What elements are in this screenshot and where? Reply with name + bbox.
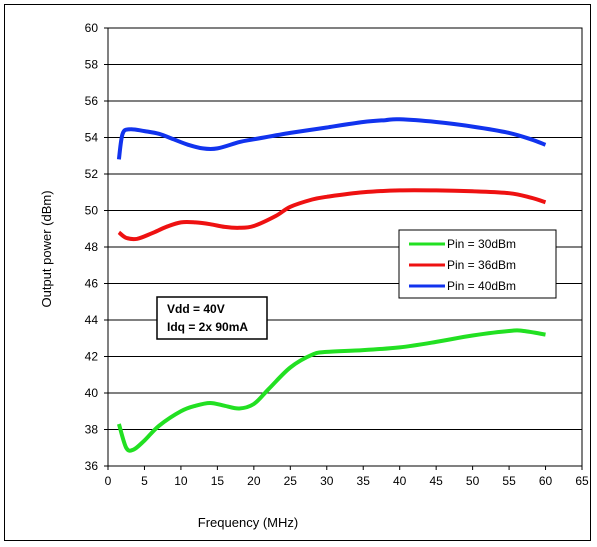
chart-frame: 36 38 40 42 44 46 48 50 52 54 56 58 60 0 5 10 15 20 25 30 35…	[4, 4, 591, 541]
output-power-chart: 36 38 40 42 44 46 48 50 52 54 56 58 60 0 5 10 15 20 25 30 35…	[39, 21, 589, 530]
x-tick-label: 15	[211, 474, 225, 488]
x-tick-label: 0	[105, 474, 112, 488]
y-tick-label: 40	[85, 386, 99, 400]
series-line-pin-30dbm	[116, 328, 546, 453]
y-tick-label: 38	[85, 423, 99, 437]
y-tick-label: 36	[85, 459, 99, 473]
y-tick-label: 46	[85, 277, 99, 291]
y-tick-label: 44	[85, 313, 99, 327]
x-tick-label: 55	[502, 474, 516, 488]
x-tick-label: 40	[393, 474, 407, 488]
y-tick-label: 54	[85, 131, 99, 145]
y-tick-label: 48	[85, 240, 99, 254]
y-tick-label: 52	[85, 167, 99, 181]
x-tick-label: 35	[357, 474, 371, 488]
annotation-box: Vdd = 40V Idq = 2x 90mA	[156, 296, 268, 340]
series-line-pin-36dbm	[117, 188, 547, 242]
series-lines	[116, 117, 547, 453]
annotation-line-2: Idq = 2x 90mA	[167, 320, 248, 334]
x-tick-label: 25	[284, 474, 298, 488]
x-tick-label: 65	[575, 474, 589, 488]
legend-label-pin-40: Pin = 40dBm	[447, 279, 516, 293]
axis-ticks: 36 38 40 42 44 46 48 50 52 54 56 58 60 0 5 10 15 20 25 30 35…	[85, 21, 589, 488]
legend-label-pin-36: Pin = 36dBm	[447, 258, 516, 272]
x-tick-label: 10	[174, 474, 188, 488]
legend-label-pin-30: Pin = 30dBm	[447, 237, 516, 251]
y-tick-label: 60	[85, 21, 99, 35]
x-tick-label: 60	[539, 474, 553, 488]
y-tick-label: 42	[85, 350, 99, 364]
x-axis-label: Frequency (MHz)	[198, 515, 298, 530]
series-line-pin-40dbm	[116, 117, 547, 160]
annotation-line-1: Vdd = 40V	[167, 302, 225, 316]
y-axis-label: Output power (dBm)	[39, 190, 54, 307]
x-tick-label: 30	[320, 474, 334, 488]
y-tick-label: 58	[85, 58, 99, 72]
x-tick-label: 20	[247, 474, 261, 488]
x-tick-label: 45	[429, 474, 443, 488]
y-tick-label: 56	[85, 94, 99, 108]
x-tick-label: 5	[141, 474, 148, 488]
y-tick-label: 50	[85, 204, 99, 218]
x-tick-label: 50	[466, 474, 480, 488]
legend: Pin = 30dBm Pin = 36dBm Pin = 40dBm	[398, 229, 557, 299]
